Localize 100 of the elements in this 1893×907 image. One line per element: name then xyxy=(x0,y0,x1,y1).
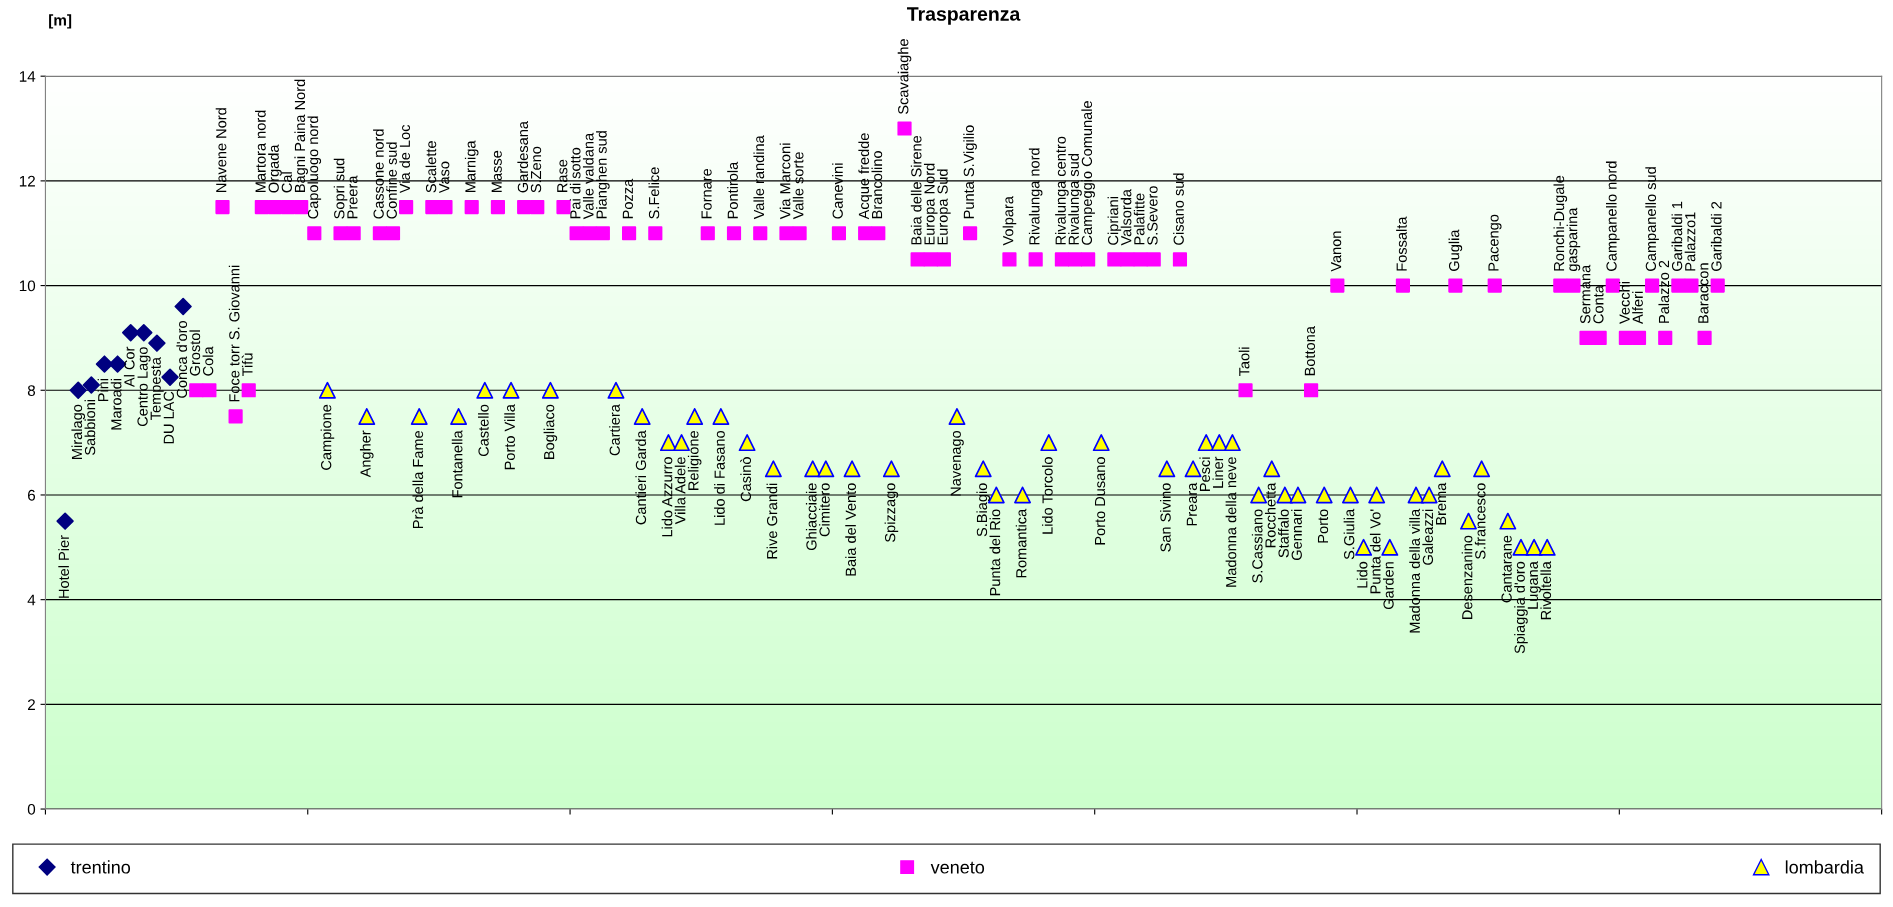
x-tick-label: Brema xyxy=(1436,482,1447,525)
x-tick-label: Capoluogo nord xyxy=(307,116,322,219)
x-tick-label: Bagni Paina Nord xyxy=(294,79,308,192)
x-tick-label: Garibaldi 1 xyxy=(1671,201,1683,271)
point xyxy=(1158,460,1176,478)
x-tick-label: Bogliaco xyxy=(543,404,558,459)
point xyxy=(1525,538,1543,556)
x-tick-label: Lido xyxy=(1356,561,1368,588)
x-tick-label: Cantieri Garda xyxy=(635,430,647,525)
y-tick-label: 10 xyxy=(19,280,36,292)
x-tick-label: Scalette xyxy=(425,141,437,193)
x-tick-label: gasparina xyxy=(1566,207,1581,272)
x-tick-label: Religione xyxy=(687,430,702,490)
x-tick-label: Fornare xyxy=(701,168,712,219)
point xyxy=(318,381,336,399)
point xyxy=(686,407,704,425)
point xyxy=(712,407,730,425)
point xyxy=(121,323,140,342)
x-tick-label: Guglia xyxy=(1448,229,1463,271)
x-tick-label: Rivalunga sud xyxy=(1068,154,1082,245)
x-tick-label: Prà della Fame xyxy=(412,430,424,529)
x-tick-label: Madonna della neve xyxy=(1225,457,1237,587)
x-tick-label: Palazzo1 xyxy=(1684,212,1696,271)
x-tick-label: Pesci xyxy=(1199,457,1211,491)
x-tick-label: Lido Torcolo xyxy=(1041,457,1053,534)
point xyxy=(502,381,520,399)
x-tick-label: Brancolino xyxy=(871,151,883,219)
x-tick-label: Baia del Vento xyxy=(845,483,856,576)
x-tick-label: Cantarane xyxy=(1501,535,1512,603)
x-tick-label: Punta del Rio xyxy=(989,509,1001,596)
x-tick-label: Staffalo xyxy=(1278,509,1289,558)
point xyxy=(135,323,153,342)
point xyxy=(174,297,192,316)
point xyxy=(541,381,559,399)
x-tick-label: Pai di sotto xyxy=(569,147,581,219)
x-tick-label: Porto Dusano xyxy=(1094,457,1106,545)
x-tick-label: Lido di Fasano xyxy=(714,430,725,525)
x-tick-label: Tifù xyxy=(241,353,253,377)
point xyxy=(948,407,966,425)
x-tick-label: Maroadi xyxy=(110,378,122,430)
point xyxy=(804,460,822,478)
x-tick-label: Galeazzi xyxy=(1422,509,1434,565)
x-tick-label: Palazzo 2 xyxy=(1658,260,1670,323)
point xyxy=(1381,538,1399,556)
x-tick-label: Punta del Vo' xyxy=(1369,509,1381,594)
x-tick-label: Tempesta xyxy=(150,357,164,420)
x-tick-label: Garibaldi 2 xyxy=(1710,201,1722,271)
point xyxy=(1407,486,1425,504)
x-tick-label: Canevini xyxy=(832,163,843,219)
point xyxy=(1014,486,1032,504)
x-tick-label: Madonna della villa xyxy=(1409,508,1420,633)
x-tick-label: Rase xyxy=(557,159,568,192)
point xyxy=(633,407,651,425)
x-tick-label: Sermana xyxy=(1580,264,1591,324)
x-tick-label: Valle sorte xyxy=(792,152,804,220)
x-tick-label: S.Severo xyxy=(1147,186,1158,245)
x-tick-label: Fontanella xyxy=(451,430,463,498)
x-tick-label: Rocchetta xyxy=(1264,482,1276,548)
y-axis-title: [m] xyxy=(49,14,72,29)
x-tick-label: Foce torr S. Giovanni xyxy=(228,265,240,402)
x-tick-label: Baia delle Sirene xyxy=(910,135,922,245)
x-tick-label: Acque fredde xyxy=(858,133,872,220)
point xyxy=(1473,460,1491,478)
x-tick-label: Casinò xyxy=(740,457,752,502)
x-tick-label: Europa Sud xyxy=(937,169,951,245)
point xyxy=(764,460,782,478)
x-tick-label: Pacengo xyxy=(1488,214,1502,271)
x-tick-label: Cartiera xyxy=(609,404,620,456)
x-tick-label: DU LAC xyxy=(163,391,174,444)
point xyxy=(410,407,428,425)
point xyxy=(450,407,468,425)
x-tick-label: Navenago xyxy=(950,430,964,496)
point xyxy=(1276,486,1294,504)
x-tick-label: Pianghen sud xyxy=(596,131,610,219)
x-tick-label: S.Cassiano xyxy=(1251,509,1263,583)
x-tick-label: Orgada xyxy=(268,144,282,193)
x-tick-label: Lido Azzurro xyxy=(661,457,673,537)
point xyxy=(1512,538,1530,556)
x-tick-label: Ghiacciaie xyxy=(805,483,817,551)
x-tick-label: Via de Loc xyxy=(399,124,411,194)
x-tick-label: Ronchi-Dugale xyxy=(1553,175,1568,271)
x-tick-label: Pozza xyxy=(622,178,633,219)
x-tick-label: Grostol xyxy=(189,330,201,376)
x-tick-label: Porto Villa xyxy=(504,404,515,470)
legend-label: lombardia xyxy=(1785,860,1864,874)
x-tick-label: San Sivino xyxy=(1160,483,1171,552)
x-tick-label: Sopri sud xyxy=(333,158,348,219)
x-tick-label: Campanello sud xyxy=(1645,167,1659,271)
x-tick-label: Cipriani xyxy=(1107,197,1122,245)
legend-label: veneto xyxy=(930,861,985,874)
x-tick-label: Masse xyxy=(491,150,502,192)
point xyxy=(358,407,376,425)
point xyxy=(1040,434,1058,452)
x-tick-label: Miralago xyxy=(71,404,86,459)
x-tick-label: Conca d'oro xyxy=(176,321,188,398)
x-tick-label: S.Felice xyxy=(648,167,660,219)
x-tick-label: Cisano sud xyxy=(1173,173,1184,245)
x-tick-label: Scavaiaghe xyxy=(897,39,912,114)
x-tick-label: Navene Nord xyxy=(215,108,227,192)
y-tick-label: 2 xyxy=(27,699,35,710)
